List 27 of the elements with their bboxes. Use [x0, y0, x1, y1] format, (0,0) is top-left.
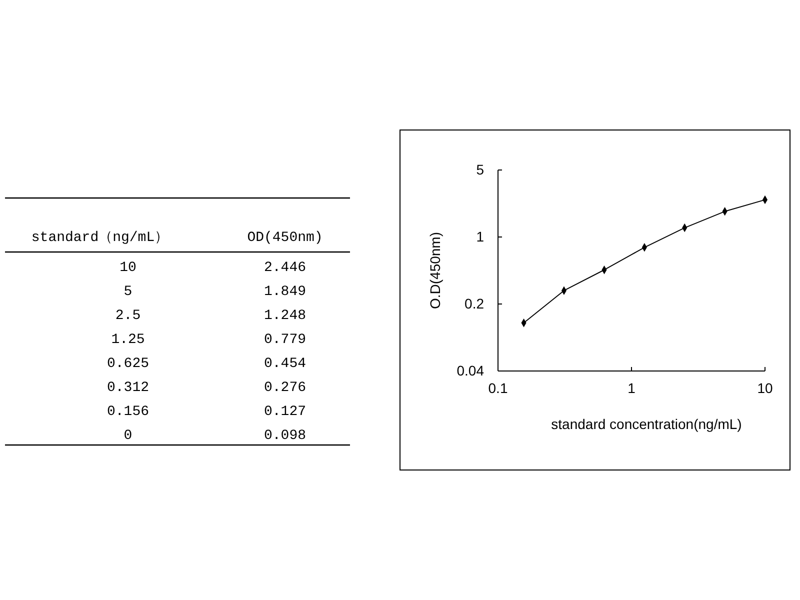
data-label: 1.849: [264, 284, 306, 300]
data-label: 0.276: [264, 380, 306, 396]
x-tick-label: 1: [628, 380, 636, 396]
x-axis-title: standard concentration(ng/mL): [551, 416, 742, 432]
category-label: 0: [124, 428, 132, 444]
data-label: 0.127: [264, 404, 306, 420]
y-tick-label: 0.04: [456, 362, 484, 378]
data-label: 1.248: [264, 308, 306, 324]
text: standard（ng/mL）: [31, 230, 169, 246]
category-label: 0.156: [106, 404, 150, 420]
x-tick-label: 0.1: [488, 380, 508, 396]
data-label: 0.454: [264, 356, 306, 372]
y-tick-label: 1: [476, 228, 484, 244]
category-label: 0.625: [106, 356, 150, 372]
category-label: 0.312: [106, 380, 150, 396]
data-label: 0.098: [264, 428, 306, 444]
y-tick-label: 5: [476, 161, 484, 178]
text: OD(450nm): [247, 230, 323, 246]
y-axis-title: O.D(450nm): [427, 232, 443, 310]
category-label: 2.5: [115, 308, 141, 324]
x-tick-label: 10: [757, 380, 773, 396]
y-tick-label: 0.2: [464, 295, 484, 312]
category-label: 1.25: [111, 332, 145, 348]
category-label: 5: [124, 284, 132, 300]
category-label: 10: [120, 260, 136, 276]
data-label: 0.779: [264, 332, 306, 348]
data-label: 2.446: [264, 260, 306, 276]
